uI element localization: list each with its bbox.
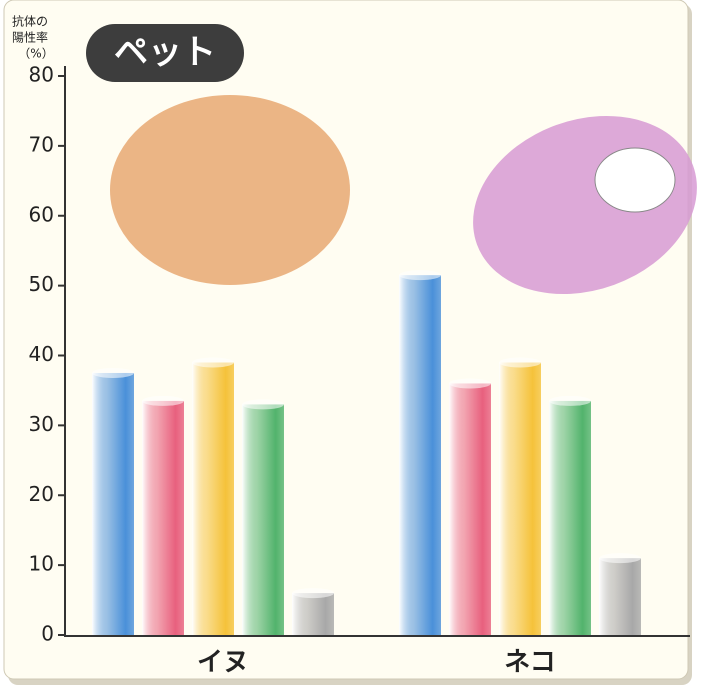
bar — [549, 400, 591, 635]
y-tick-label: 30 — [29, 412, 54, 436]
chart-title: ペット — [114, 33, 216, 73]
bar-top — [549, 395, 591, 406]
bar — [499, 362, 541, 635]
bar-top — [599, 553, 641, 564]
y-tick-label: 50 — [29, 272, 54, 296]
cat-illustration — [594, 147, 676, 213]
bar — [399, 275, 441, 635]
bar — [449, 383, 491, 635]
bar-top — [92, 367, 134, 378]
bar-top — [292, 588, 334, 599]
y-tick-label: 70 — [29, 132, 54, 156]
bar-top — [499, 357, 541, 368]
y-tick-label: 80 — [29, 63, 54, 87]
bar-top — [449, 378, 491, 389]
y-tick-label: 20 — [29, 482, 54, 506]
title-box — [86, 24, 244, 82]
y-axis-label: 陽性率 — [12, 30, 48, 45]
bar — [242, 404, 284, 635]
y-axis-label: 抗体の — [12, 14, 48, 29]
bar-top — [142, 395, 184, 406]
plot: 0 10 20 30 40 50 60 70 80 イヌ ネコ — [29, 63, 641, 678]
bar-top — [399, 270, 441, 281]
bar-top — [192, 357, 234, 368]
bar — [142, 400, 184, 635]
x-tick-label: イヌ — [197, 648, 249, 678]
bar — [192, 362, 234, 635]
y-tick-label: 40 — [29, 342, 54, 366]
dog-illustration — [110, 95, 350, 285]
y-tick-label: 10 — [29, 552, 54, 576]
bar-top — [242, 399, 284, 410]
bar — [92, 372, 134, 635]
bar — [292, 593, 334, 635]
y-axis-label: （%） — [18, 47, 53, 61]
x-tick-label: ネコ — [504, 648, 555, 678]
y-tick-label: 0 — [41, 622, 54, 646]
y-tick-label: 60 — [29, 202, 54, 226]
bar — [599, 558, 641, 635]
